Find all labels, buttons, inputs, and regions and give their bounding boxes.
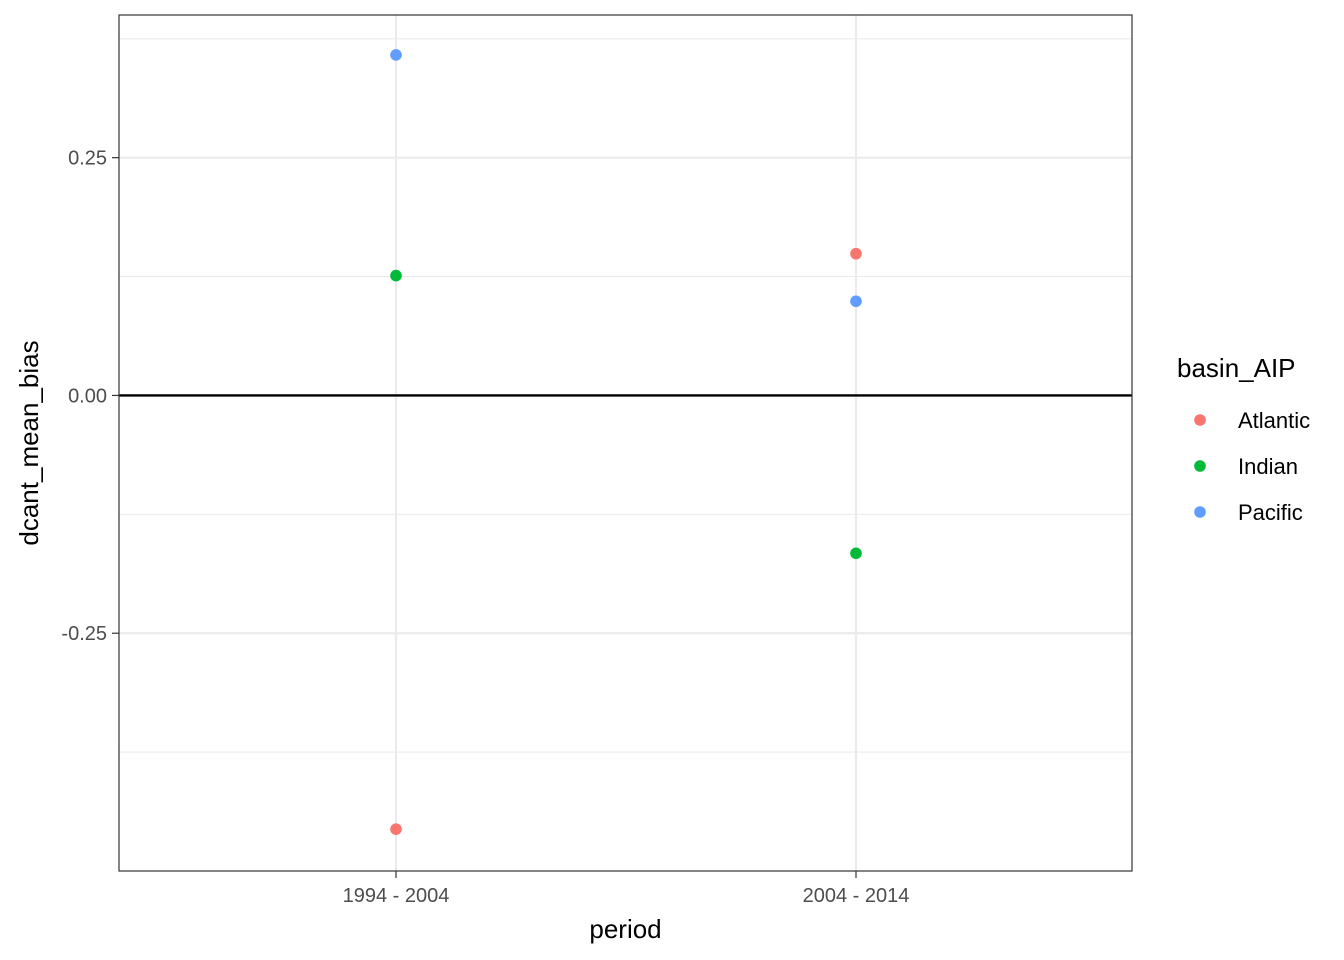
legend-key-atlantic [1194,414,1206,426]
legend-key-indian [1194,460,1206,472]
x-tick-label: 1994 - 2004 [343,885,450,907]
legend-label-indian: Indian [1238,454,1298,479]
x-axis-title: period [589,914,661,944]
legend-label-atlantic: Atlantic [1238,408,1310,433]
y-tick-label: -0.25 [61,623,107,645]
legend-label-pacific: Pacific [1238,500,1303,525]
data-point-atlantic [390,823,402,835]
y-tick-label: 0.25 [68,148,107,170]
axes: -0.25 0.00 0.25 1994 - 2004 2004 - 2014 [61,148,909,907]
data-point-atlantic [850,247,862,260]
legend: basin_AIP Atlantic Indian Pacific [1177,353,1310,525]
legend-key-pacific [1194,506,1206,518]
legend-title: basin_AIP [1177,353,1296,383]
x-tick-label: 2004 - 2014 [803,885,910,907]
data-point-pacific [390,49,402,61]
data-point-pacific [850,295,862,308]
y-tick-label: 0.00 [68,385,107,407]
legend-items: Atlantic Indian Pacific [1194,408,1310,525]
y-axis-title: dcant_mean_bias [14,340,44,545]
data-points [390,49,862,835]
data-point-indian [850,547,862,560]
panel-border [118,14,1133,872]
data-point-indian [390,269,402,282]
